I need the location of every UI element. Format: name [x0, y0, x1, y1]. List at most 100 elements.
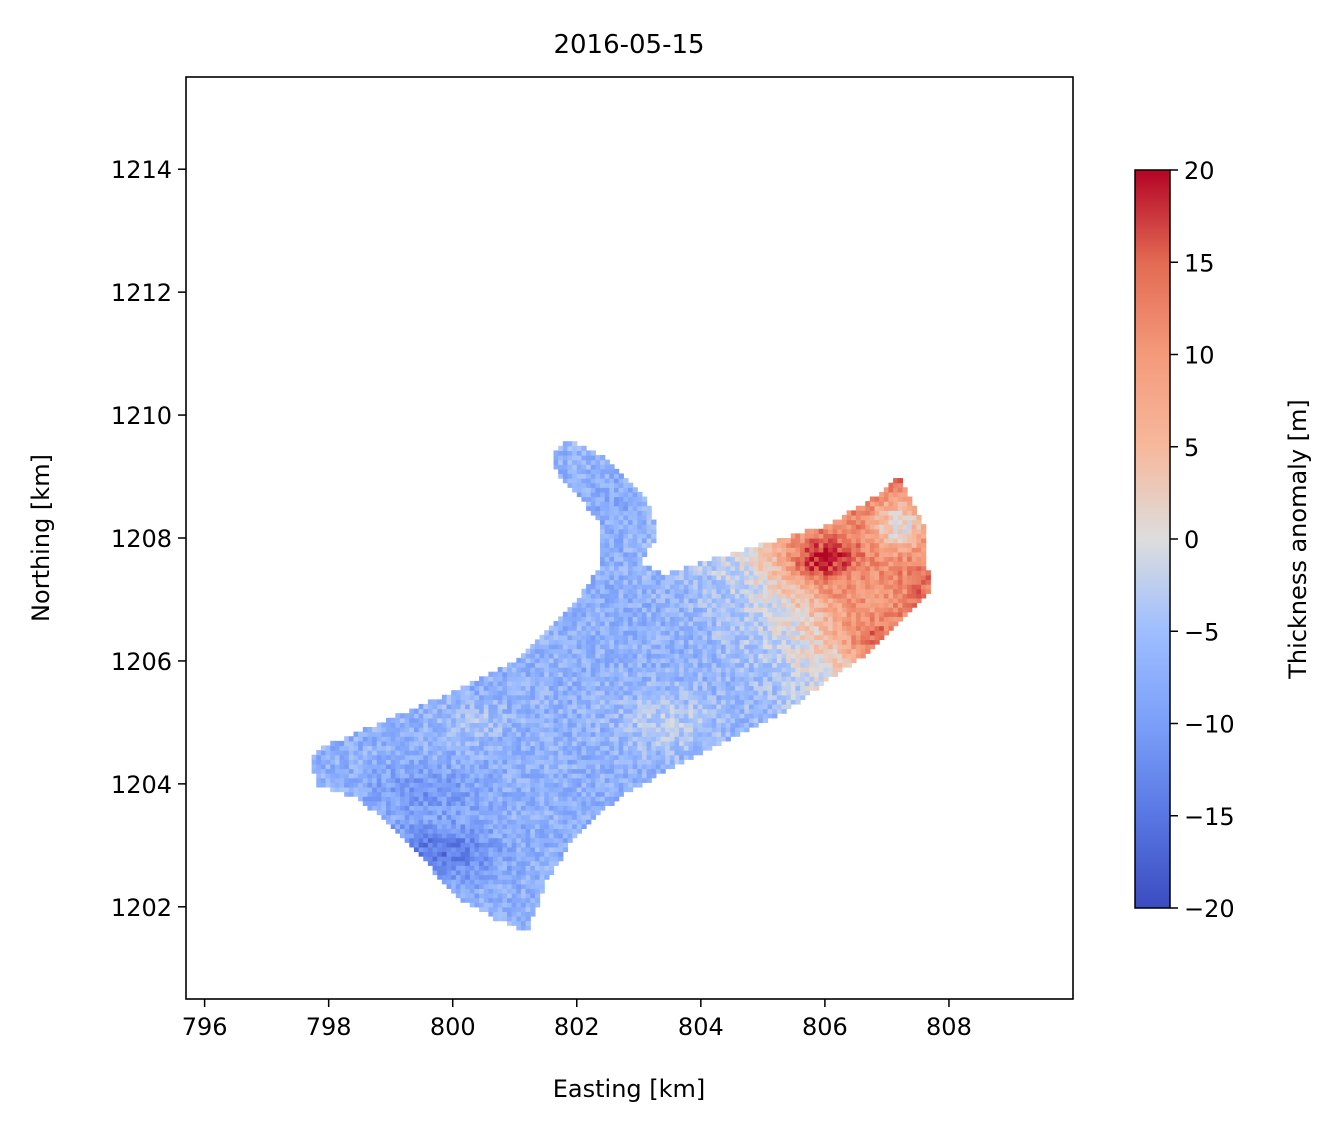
heatmap-cell: [604, 736, 610, 742]
heatmap-cell: [758, 630, 764, 636]
heatmap-cell: [707, 727, 713, 733]
heatmap-cell: [734, 588, 741, 594]
heatmap-cell: [530, 888, 536, 894]
heatmap-cell: [548, 819, 555, 825]
heatmap-cell: [479, 754, 485, 760]
heatmap-cell: [613, 644, 620, 650]
heatmap-cell: [888, 611, 894, 617]
heatmap-cell: [846, 634, 852, 641]
heatmap-cell: [404, 754, 410, 760]
heatmap-cell: [581, 763, 587, 770]
heatmap-cell: [372, 763, 378, 770]
heatmap-cell: [427, 740, 434, 747]
heatmap-cell: [688, 703, 694, 710]
heatmap-cell: [525, 906, 531, 913]
heatmap-cell: [865, 639, 871, 645]
heatmap-cell: [600, 699, 606, 705]
heatmap-cell: [600, 731, 606, 737]
heatmap-cell: [572, 680, 578, 687]
heatmap-cell: [530, 777, 536, 783]
heatmap-cell: [776, 630, 783, 636]
heatmap-cell: [683, 593, 690, 599]
heatmap-cell: [874, 625, 880, 631]
heatmap-cell: [558, 805, 564, 811]
heatmap-cell: [604, 625, 610, 631]
heatmap-cell: [707, 694, 713, 700]
heatmap-cell: [544, 865, 550, 871]
heatmap-cell: [762, 551, 769, 558]
heatmap-cell: [404, 814, 410, 820]
heatmap-cell: [409, 763, 415, 770]
heatmap-cell: [707, 731, 713, 737]
heatmap-cell: [911, 570, 917, 576]
heatmap-cell: [502, 708, 508, 714]
heatmap-cell: [441, 773, 448, 779]
heatmap-cell: [483, 740, 489, 747]
heatmap-cell: [744, 708, 750, 714]
heatmap-cell: [432, 717, 438, 723]
heatmap-cell: [460, 773, 466, 779]
heatmap-cell: [651, 574, 657, 581]
heatmap-cell: [469, 874, 476, 880]
heatmap-cell: [604, 579, 610, 585]
heatmap-cell: [627, 634, 634, 641]
heatmap-cell: [655, 703, 662, 710]
heatmap-cell: [502, 856, 508, 862]
heatmap-cell: [637, 736, 643, 742]
heatmap-cell: [413, 837, 420, 843]
heatmap-cell: [581, 809, 587, 816]
heatmap-cell: [572, 676, 578, 682]
heatmap-cell: [646, 611, 652, 617]
heatmap-cell: [767, 639, 773, 645]
heatmap-cell: [516, 699, 522, 705]
heatmap-cell: [720, 556, 727, 562]
heatmap-cell: [446, 777, 452, 783]
heatmap-cell: [553, 740, 559, 747]
heatmap-cell: [427, 805, 434, 811]
heatmap-cell: [418, 786, 424, 793]
heatmap-cell: [762, 579, 769, 585]
heatmap-cell: [460, 800, 466, 806]
heatmap-cell: [595, 662, 601, 668]
heatmap-cell: [739, 694, 745, 700]
heatmap-cell: [697, 579, 703, 585]
heatmap-cell: [855, 542, 862, 548]
heatmap-cell: [520, 713, 527, 719]
heatmap-cell: [553, 634, 559, 641]
heatmap-cell: [488, 754, 494, 760]
heatmap-cell: [907, 561, 913, 567]
heatmap-cell: [539, 759, 545, 765]
heatmap-cell: [567, 823, 573, 830]
heatmap-cell: [562, 722, 569, 728]
heatmap-cell: [590, 736, 596, 742]
heatmap-cell: [558, 685, 564, 691]
heatmap-cell: [716, 597, 722, 604]
heatmap-cell: [344, 786, 350, 793]
heatmap-cell: [483, 796, 489, 802]
heatmap-cell: [734, 561, 741, 567]
heatmap-cell: [534, 805, 541, 811]
heatmap-cell: [506, 846, 513, 853]
heatmap-cell: [693, 667, 699, 673]
heatmap-cell: [534, 639, 541, 645]
heatmap-cell: [534, 657, 541, 664]
heatmap-cell: [697, 639, 703, 645]
heatmap-cell: [511, 731, 517, 737]
heatmap-cell: [814, 561, 820, 567]
heatmap-cell: [623, 634, 629, 641]
heatmap-cell: [804, 648, 810, 654]
heatmap-cell: [776, 694, 783, 700]
heatmap-cell: [674, 630, 680, 636]
heatmap-cell: [469, 759, 476, 765]
heatmap-cell: [627, 777, 634, 783]
heatmap-cell: [623, 750, 629, 756]
heatmap-cell: [767, 556, 773, 562]
heatmap-cell: [558, 731, 564, 737]
heatmap-cell: [544, 846, 550, 853]
heatmap-cell: [595, 717, 601, 723]
heatmap-cell: [506, 911, 513, 917]
heatmap-cell: [600, 777, 606, 783]
heatmap-cell: [576, 773, 583, 779]
heatmap-cell: [730, 708, 736, 714]
heatmap-cell: [800, 694, 806, 700]
